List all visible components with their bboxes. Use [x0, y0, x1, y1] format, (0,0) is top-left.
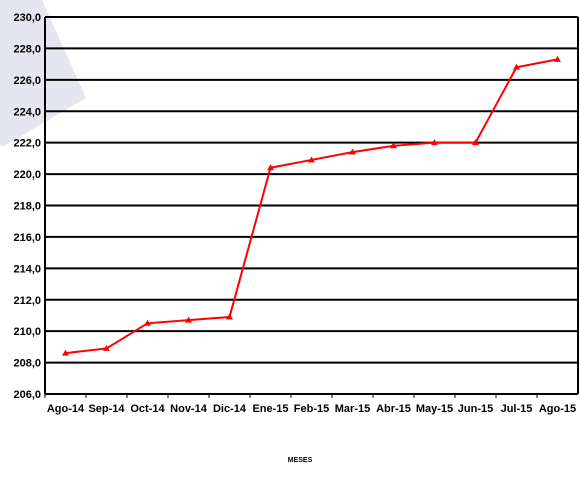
x-tick-label: Abr-15	[376, 403, 411, 415]
x-tick-label: Oct-14	[130, 403, 165, 415]
x-tick-label: Mar-15	[335, 403, 370, 415]
x-tick-label: Jun-15	[458, 403, 493, 415]
data-point-marker	[390, 142, 397, 149]
x-axis-label: MESES	[288, 457, 313, 464]
y-tick-label: 222,0	[13, 138, 41, 150]
y-tick-label: 214,0	[13, 263, 41, 275]
y-tick-label: 224,0	[13, 106, 41, 118]
data-point-marker	[308, 156, 315, 163]
x-tick-label: Ago-15	[539, 403, 576, 415]
x-tick-label: Dic-14	[213, 403, 247, 415]
y-axis-tick-labels: 206,0 208,0 210,0 212,0 214,0 216,0 218,0 220,0…	[13, 12, 41, 401]
y-tick-label: 216,0	[13, 232, 41, 244]
y-tick-label: 212,0	[13, 295, 41, 307]
x-tick-label: Ene-15	[252, 403, 288, 415]
y-tick-label: 206,0	[13, 389, 41, 401]
data-point-marker	[185, 316, 192, 323]
data-point-marker	[62, 349, 69, 356]
x-tick-label: Sep-14	[88, 403, 125, 415]
x-tick-label: May-15	[416, 403, 453, 415]
y-tick-label: 226,0	[13, 75, 41, 87]
data-point-marker	[144, 319, 151, 326]
data-point-marker	[513, 63, 520, 70]
y-tick-label: 220,0	[13, 169, 41, 181]
x-axis-tick-labels: Ago-14 Sep-14 Oct-14 Nov-14 Dic-14 Ene-15 Feb-…	[44, 394, 576, 415]
x-tick-label: Feb-15	[294, 403, 329, 415]
data-point-marker	[226, 313, 233, 320]
y-tick-label: 230,0	[13, 12, 41, 24]
background-decoration	[0, 0, 86, 146]
x-tick-label: Ago-14	[47, 403, 85, 415]
data-point-marker	[349, 148, 356, 155]
y-tick-label: 228,0	[13, 43, 41, 55]
data-point-marker	[431, 139, 438, 146]
data-point-marker	[472, 139, 479, 146]
data-point-marker	[267, 164, 274, 171]
y-tick-label: 208,0	[13, 358, 41, 370]
y-tick-label: 210,0	[13, 326, 41, 338]
grid-lines	[44, 16, 579, 395]
data-point-marker	[103, 344, 110, 351]
data-point-marker	[554, 55, 561, 62]
y-tick-label: 218,0	[13, 201, 41, 213]
series-layer	[62, 55, 561, 356]
x-tick-label: Nov-14	[170, 403, 208, 415]
x-tick-label: Jul-15	[501, 403, 533, 415]
